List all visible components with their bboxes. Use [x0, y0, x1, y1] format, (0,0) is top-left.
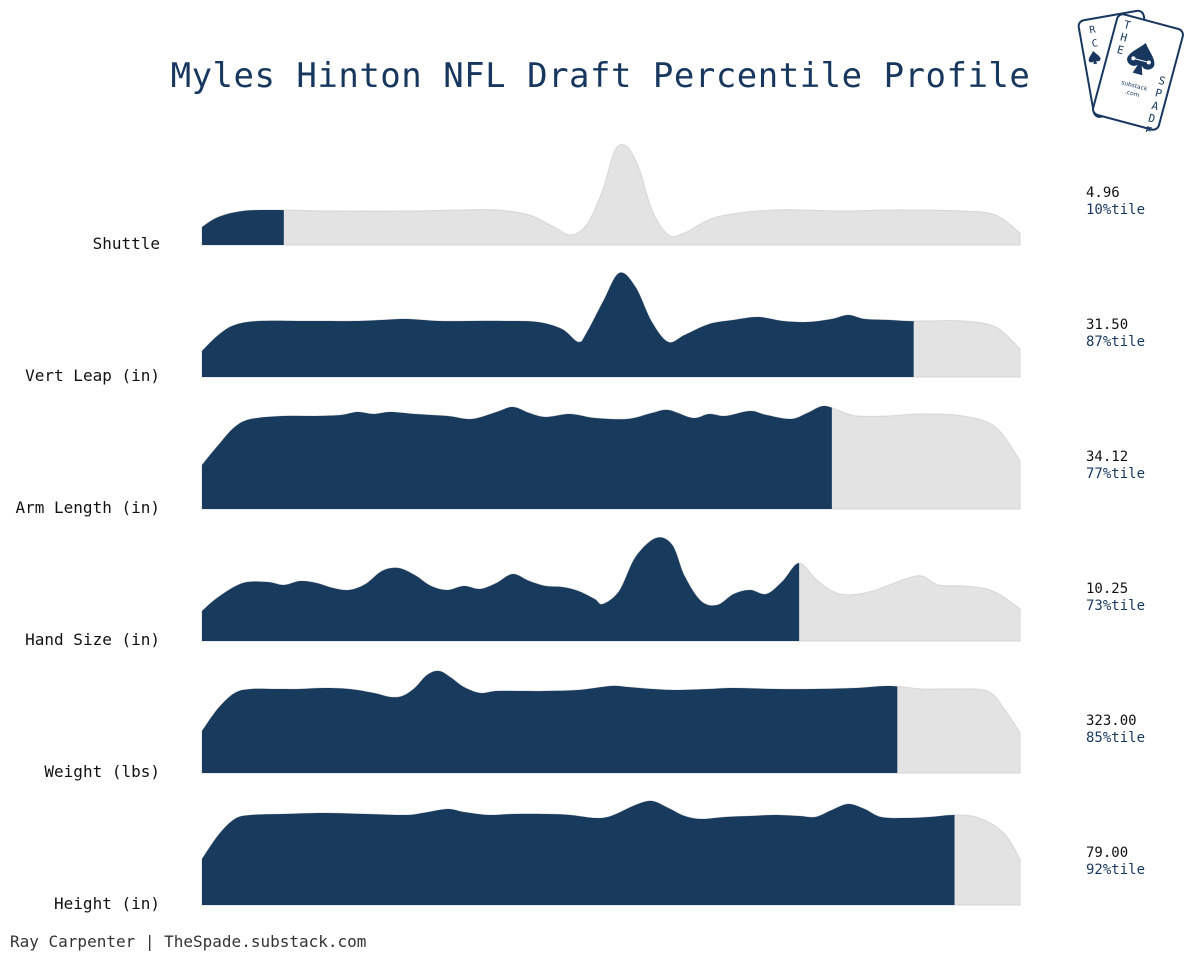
- percentile-fill-0: [202, 209, 284, 245]
- percentile-fill-1: [202, 272, 914, 377]
- svg-text:H: H: [1119, 30, 1129, 44]
- svg-text:S: S: [1157, 74, 1167, 88]
- metric-label-4: Weight (lbs): [44, 762, 160, 781]
- metric-percentile-1: 87%tile: [1086, 334, 1145, 350]
- metric-value-2: 34.12: [1086, 449, 1128, 465]
- metric-value-3: 10.25: [1086, 581, 1128, 597]
- svg-text:P: P: [1154, 86, 1164, 100]
- svg-text:E: E: [1115, 43, 1125, 57]
- svg-text:T: T: [1122, 18, 1132, 32]
- percentile-fill-2: [202, 405, 832, 509]
- metric-percentile-4: 85%tile: [1086, 730, 1145, 746]
- footer-credit: Ray Carpenter | TheSpade.substack.com: [10, 932, 367, 951]
- density-background-0: [201, 144, 1021, 246]
- percentile-fill-5: [202, 800, 955, 905]
- svg-text:.com: .com: [1124, 88, 1140, 99]
- metric-label-5: Height (in): [54, 894, 160, 913]
- metric-percentile-2: 77%tile: [1086, 466, 1145, 482]
- svg-text:E: E: [1143, 124, 1153, 132]
- metric-percentile-5: 92%tile: [1086, 862, 1145, 878]
- percentile-fill-3: [202, 537, 800, 641]
- svg-text:R: R: [1089, 24, 1098, 36]
- chart-title: Myles Hinton NFL Draft Percentile Profil…: [170, 56, 1031, 96]
- metric-label-1: Vert Leap (in): [25, 366, 160, 385]
- metric-percentile-0: 10%tile: [1086, 202, 1145, 218]
- percentile-fill-4: [202, 670, 898, 773]
- metric-label-2: Arm Length (in): [16, 498, 161, 517]
- metric-label-3: Hand Size (in): [25, 630, 160, 649]
- svg-text:A: A: [1150, 99, 1160, 113]
- svg-text:C: C: [1091, 38, 1099, 50]
- metric-label-0: Shuttle: [93, 234, 160, 253]
- metric-value-5: 79.00: [1086, 845, 1128, 861]
- metric-percentile-3: 73%tile: [1086, 598, 1145, 614]
- svg-text:D: D: [1147, 112, 1157, 126]
- metric-value-0: 4.96: [1086, 185, 1120, 201]
- metric-value-1: 31.50: [1086, 317, 1128, 333]
- the-spade-logo: R C T H E S P A D E substack .com: [1077, 9, 1184, 132]
- metric-value-4: 323.00: [1086, 713, 1137, 729]
